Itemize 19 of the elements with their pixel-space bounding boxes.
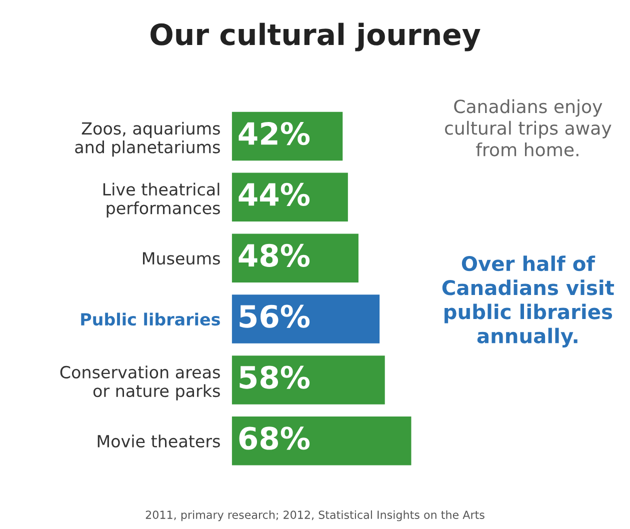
text: Canadians enjoy cultural trips away from home. — [445, 99, 612, 156]
text: 2011, primary research; 2012, Statistical Insights on the Arts — [146, 510, 484, 522]
y-tick-label: Conservation areas or nature parks — [60, 366, 220, 400]
data-label: 58% — [240, 366, 310, 389]
y-tick-label: Live theatrical performances — [103, 182, 220, 218]
data-label: 68% — [239, 426, 310, 450]
y-tick-label: Public libraries — [81, 312, 220, 326]
bar — [232, 294, 380, 344]
y-tick-label: Museums — [143, 252, 220, 265]
y-tick-label: Movie theaters — [98, 434, 220, 448]
y-tick-label: Zoos, aquariums and planetariums — [75, 122, 220, 157]
data-label: 42% — [238, 122, 310, 146]
data-label: 56% — [240, 304, 310, 328]
bar — [232, 356, 385, 404]
text: Over half of Canadians visit public libraries annually. — [442, 256, 614, 348]
data-label: 44% — [238, 182, 310, 206]
bar — [232, 416, 412, 466]
data-label: 48% — [238, 244, 310, 267]
chart-title: Our cultural journey — [150, 22, 480, 52]
